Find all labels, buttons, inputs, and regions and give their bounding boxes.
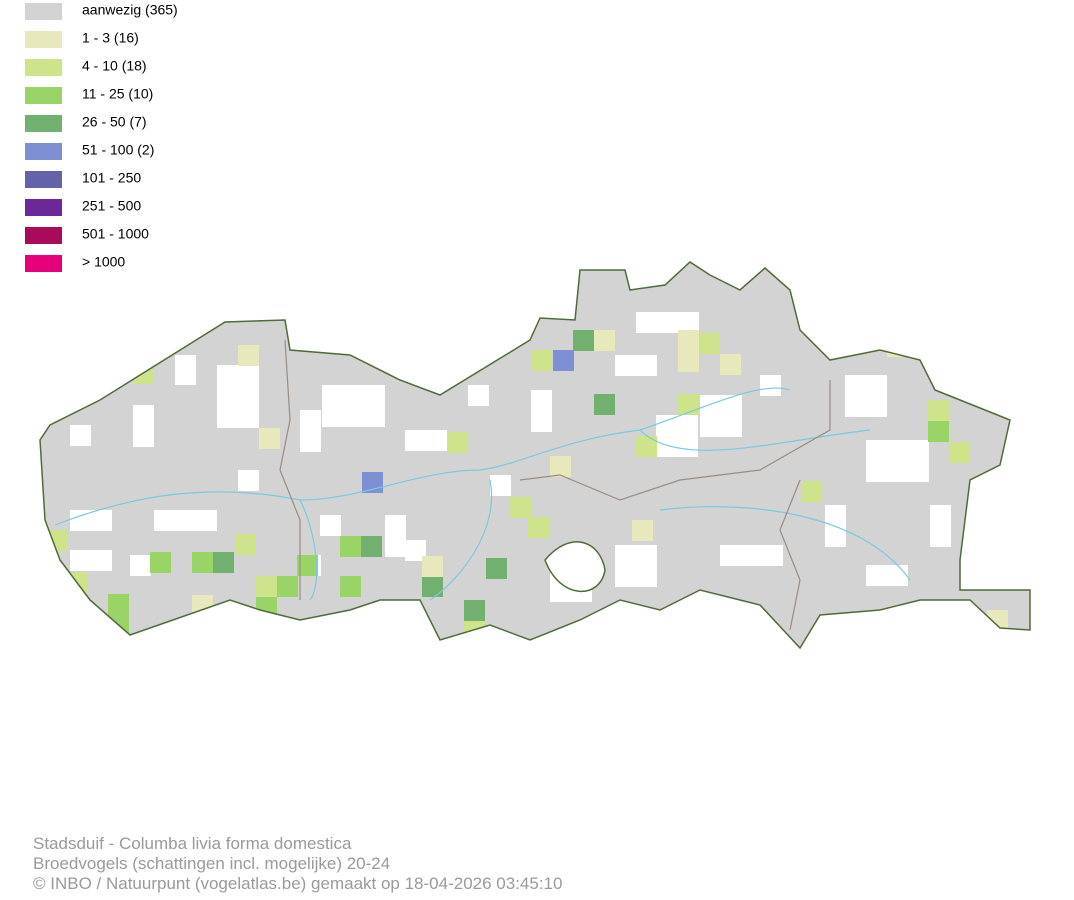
legend-label: 1 - 3 (16) bbox=[82, 30, 139, 46]
footer-species: Stadsduif - Columba livia forma domestic… bbox=[33, 834, 352, 853]
legend-label: 11 - 25 (10) bbox=[82, 86, 153, 102]
legend: aanwezig (365) 1 - 3 (16) 4 - 10 (18) 11 - … bbox=[25, 2, 178, 272]
grid-cells bbox=[40, 262, 1030, 648]
legend-swatch bbox=[25, 59, 62, 76]
legend-label: 51 - 100 (2) bbox=[82, 142, 154, 158]
legend-swatch bbox=[25, 171, 62, 188]
empty-cells bbox=[70, 312, 951, 602]
legend-label: 101 - 250 bbox=[82, 170, 141, 186]
province-borders bbox=[279, 339, 831, 631]
legend-swatch bbox=[25, 31, 62, 48]
legend-swatch bbox=[25, 143, 62, 160]
legend-swatch bbox=[25, 87, 62, 104]
legend-label: 26 - 50 (7) bbox=[82, 114, 147, 130]
legend-label: 501 - 1000 bbox=[82, 226, 149, 242]
footer-dataset: Broedvogels (schattingen incl. mogelijke… bbox=[33, 854, 390, 873]
legend-swatch bbox=[25, 3, 62, 20]
legend-swatch bbox=[25, 227, 62, 244]
legend-label: > 1000 bbox=[82, 254, 125, 270]
legend-label: 4 - 10 (18) bbox=[82, 58, 147, 74]
legend-swatch bbox=[25, 115, 62, 132]
legend-swatch bbox=[25, 255, 62, 272]
legend-label: aanwezig (365) bbox=[82, 2, 178, 18]
footer-credit: © INBO / Natuurpunt (vogelatlas.be) gema… bbox=[33, 874, 562, 893]
flanders-border bbox=[39, 261, 1031, 650]
brussels-border bbox=[544, 541, 606, 593]
rivers bbox=[54, 387, 911, 601]
legend-label: 251 - 500 bbox=[82, 198, 141, 214]
legend-swatch bbox=[25, 199, 62, 216]
